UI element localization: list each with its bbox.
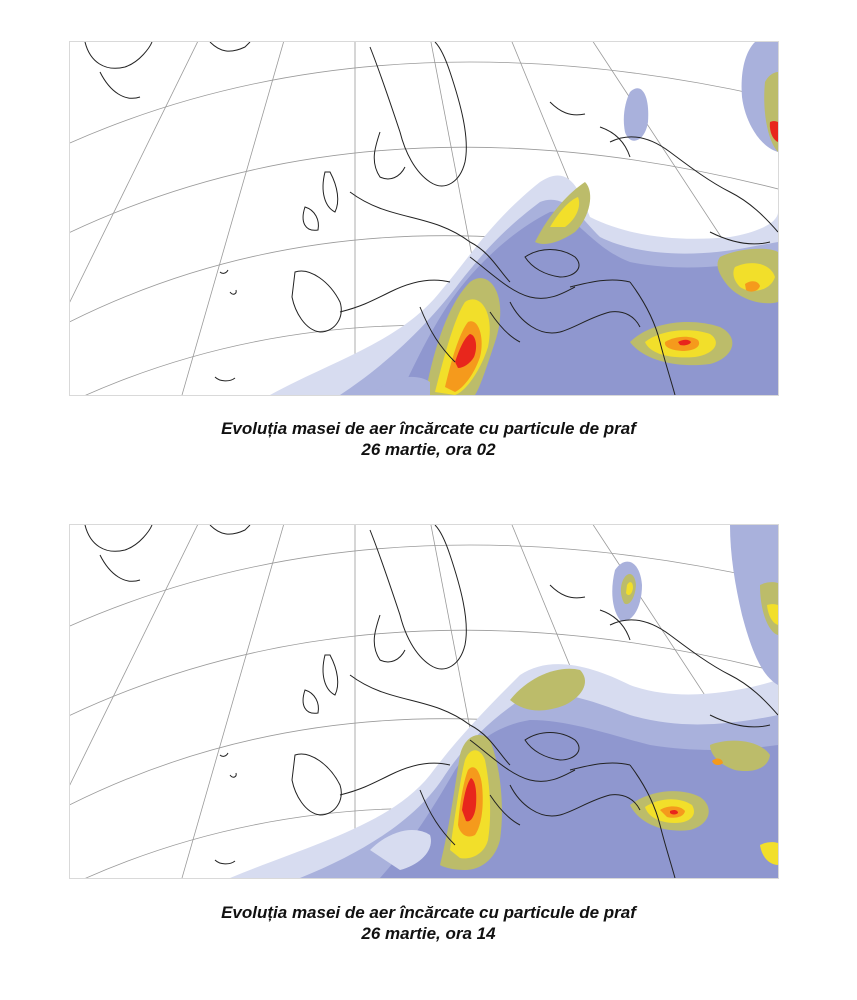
- dust-map-1-svg: [70, 42, 778, 395]
- graticule-lines: [70, 42, 778, 395]
- caption-2-line-1: Evoluția masei de aer încărcate cu parti…: [221, 903, 636, 922]
- dust-concentration-field-2: [230, 525, 778, 878]
- caption-2-line-2: 26 martie, ora 14: [361, 924, 496, 943]
- dust-map-panel-1: [69, 41, 779, 396]
- map-caption-2: Evoluția masei de aer încărcate cu parti…: [0, 902, 857, 944]
- caption-1-line-2: 26 martie, ora 02: [361, 440, 496, 459]
- map-caption-1: Evoluția masei de aer încărcate cu parti…: [0, 418, 857, 460]
- coastlines: [84, 42, 778, 395]
- dust-concentration-field-1: [270, 42, 778, 395]
- coastlines: [84, 525, 778, 878]
- dust-map-2-svg: [70, 525, 778, 878]
- dust-map-panel-2: [69, 524, 779, 879]
- caption-1-line-1: Evoluția masei de aer încărcate cu parti…: [221, 419, 636, 438]
